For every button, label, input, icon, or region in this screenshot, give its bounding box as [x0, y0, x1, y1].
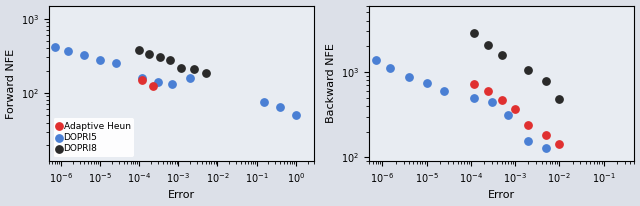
Adaptive Heun [469, 82, 479, 85]
Adaptive Heun [483, 89, 493, 93]
DOPRI5 [469, 97, 479, 100]
Adaptive Heun [524, 123, 534, 127]
Y-axis label: Forward NFE: Forward NFE [6, 48, 15, 118]
DOPRI5 [385, 67, 396, 70]
DOPRI8 [554, 98, 564, 101]
DOPRI5 [524, 139, 534, 143]
X-axis label: Error: Error [488, 190, 515, 200]
DOPRI5 [404, 75, 414, 78]
DOPRI8 [541, 80, 551, 83]
DOPRI5 [153, 80, 163, 84]
DOPRI8 [524, 69, 534, 72]
Adaptive Heun [137, 78, 147, 82]
DOPRI5 [137, 76, 147, 80]
Adaptive Heun [510, 107, 520, 111]
DOPRI5 [63, 49, 73, 52]
DOPRI5 [185, 76, 195, 80]
Adaptive Heun [541, 133, 551, 136]
DOPRI8 [164, 58, 175, 61]
Adaptive Heun [554, 142, 564, 145]
DOPRI8 [156, 56, 166, 59]
DOPRI8 [469, 31, 479, 34]
DOPRI5 [422, 82, 432, 85]
DOPRI5 [111, 62, 121, 65]
DOPRI8 [497, 53, 507, 56]
DOPRI5 [487, 101, 497, 104]
DOPRI5 [275, 105, 285, 109]
DOPRI8 [144, 53, 154, 56]
DOPRI5 [167, 83, 177, 86]
Y-axis label: Backward NFE: Backward NFE [326, 43, 335, 123]
DOPRI5 [503, 114, 513, 117]
DOPRI5 [79, 54, 90, 57]
DOPRI8 [200, 71, 211, 75]
DOPRI8 [483, 43, 493, 46]
DOPRI8 [134, 48, 144, 52]
DOPRI5 [541, 146, 551, 149]
DOPRI5 [371, 58, 381, 61]
DOPRI5 [291, 114, 301, 117]
DOPRI5 [50, 45, 60, 48]
DOPRI8 [189, 67, 199, 71]
Adaptive Heun [147, 84, 157, 87]
DOPRI5 [259, 101, 269, 104]
DOPRI8 [176, 66, 186, 69]
DOPRI5 [95, 58, 105, 61]
Legend: Adaptive Heun, DOPRI5, DOPRI8: Adaptive Heun, DOPRI5, DOPRI8 [54, 118, 134, 157]
Adaptive Heun [497, 98, 507, 102]
X-axis label: Error: Error [168, 190, 195, 200]
DOPRI5 [439, 89, 449, 93]
